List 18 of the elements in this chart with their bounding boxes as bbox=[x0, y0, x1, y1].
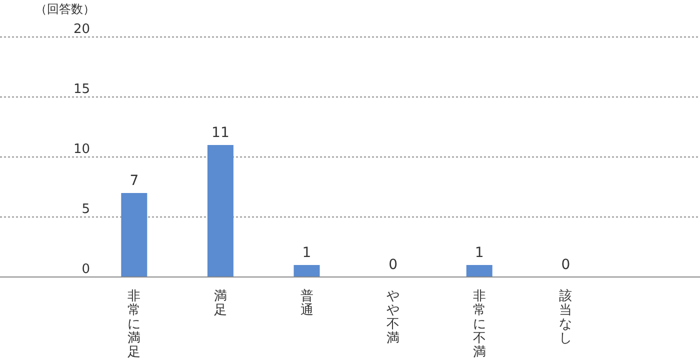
x-tick-label: やや不満 bbox=[386, 289, 400, 346]
y-tick-label: 5 bbox=[82, 202, 90, 217]
data-label: 11 bbox=[212, 125, 230, 141]
x-tick-label: 普通 bbox=[300, 288, 314, 318]
y-tick-label: 15 bbox=[73, 82, 90, 97]
data-label: 0 bbox=[561, 257, 570, 273]
data-label: 0 bbox=[388, 257, 398, 273]
x-tick-label: 非常に不満 bbox=[472, 289, 486, 360]
x-tick-label: 満足 bbox=[214, 289, 227, 318]
y-tick-label: 10 bbox=[73, 142, 90, 157]
y-axis-title: （回答数） bbox=[35, 2, 95, 16]
y-tick-label: 20 bbox=[73, 22, 90, 37]
x-tick-label: 該当なし bbox=[559, 288, 572, 346]
data-label: 7 bbox=[130, 173, 139, 189]
data-label: 1 bbox=[302, 245, 312, 261]
x-tick-label: 非常に満足 bbox=[128, 289, 141, 360]
data-label: 1 bbox=[474, 245, 484, 261]
y-tick-label: 0 bbox=[82, 262, 90, 277]
